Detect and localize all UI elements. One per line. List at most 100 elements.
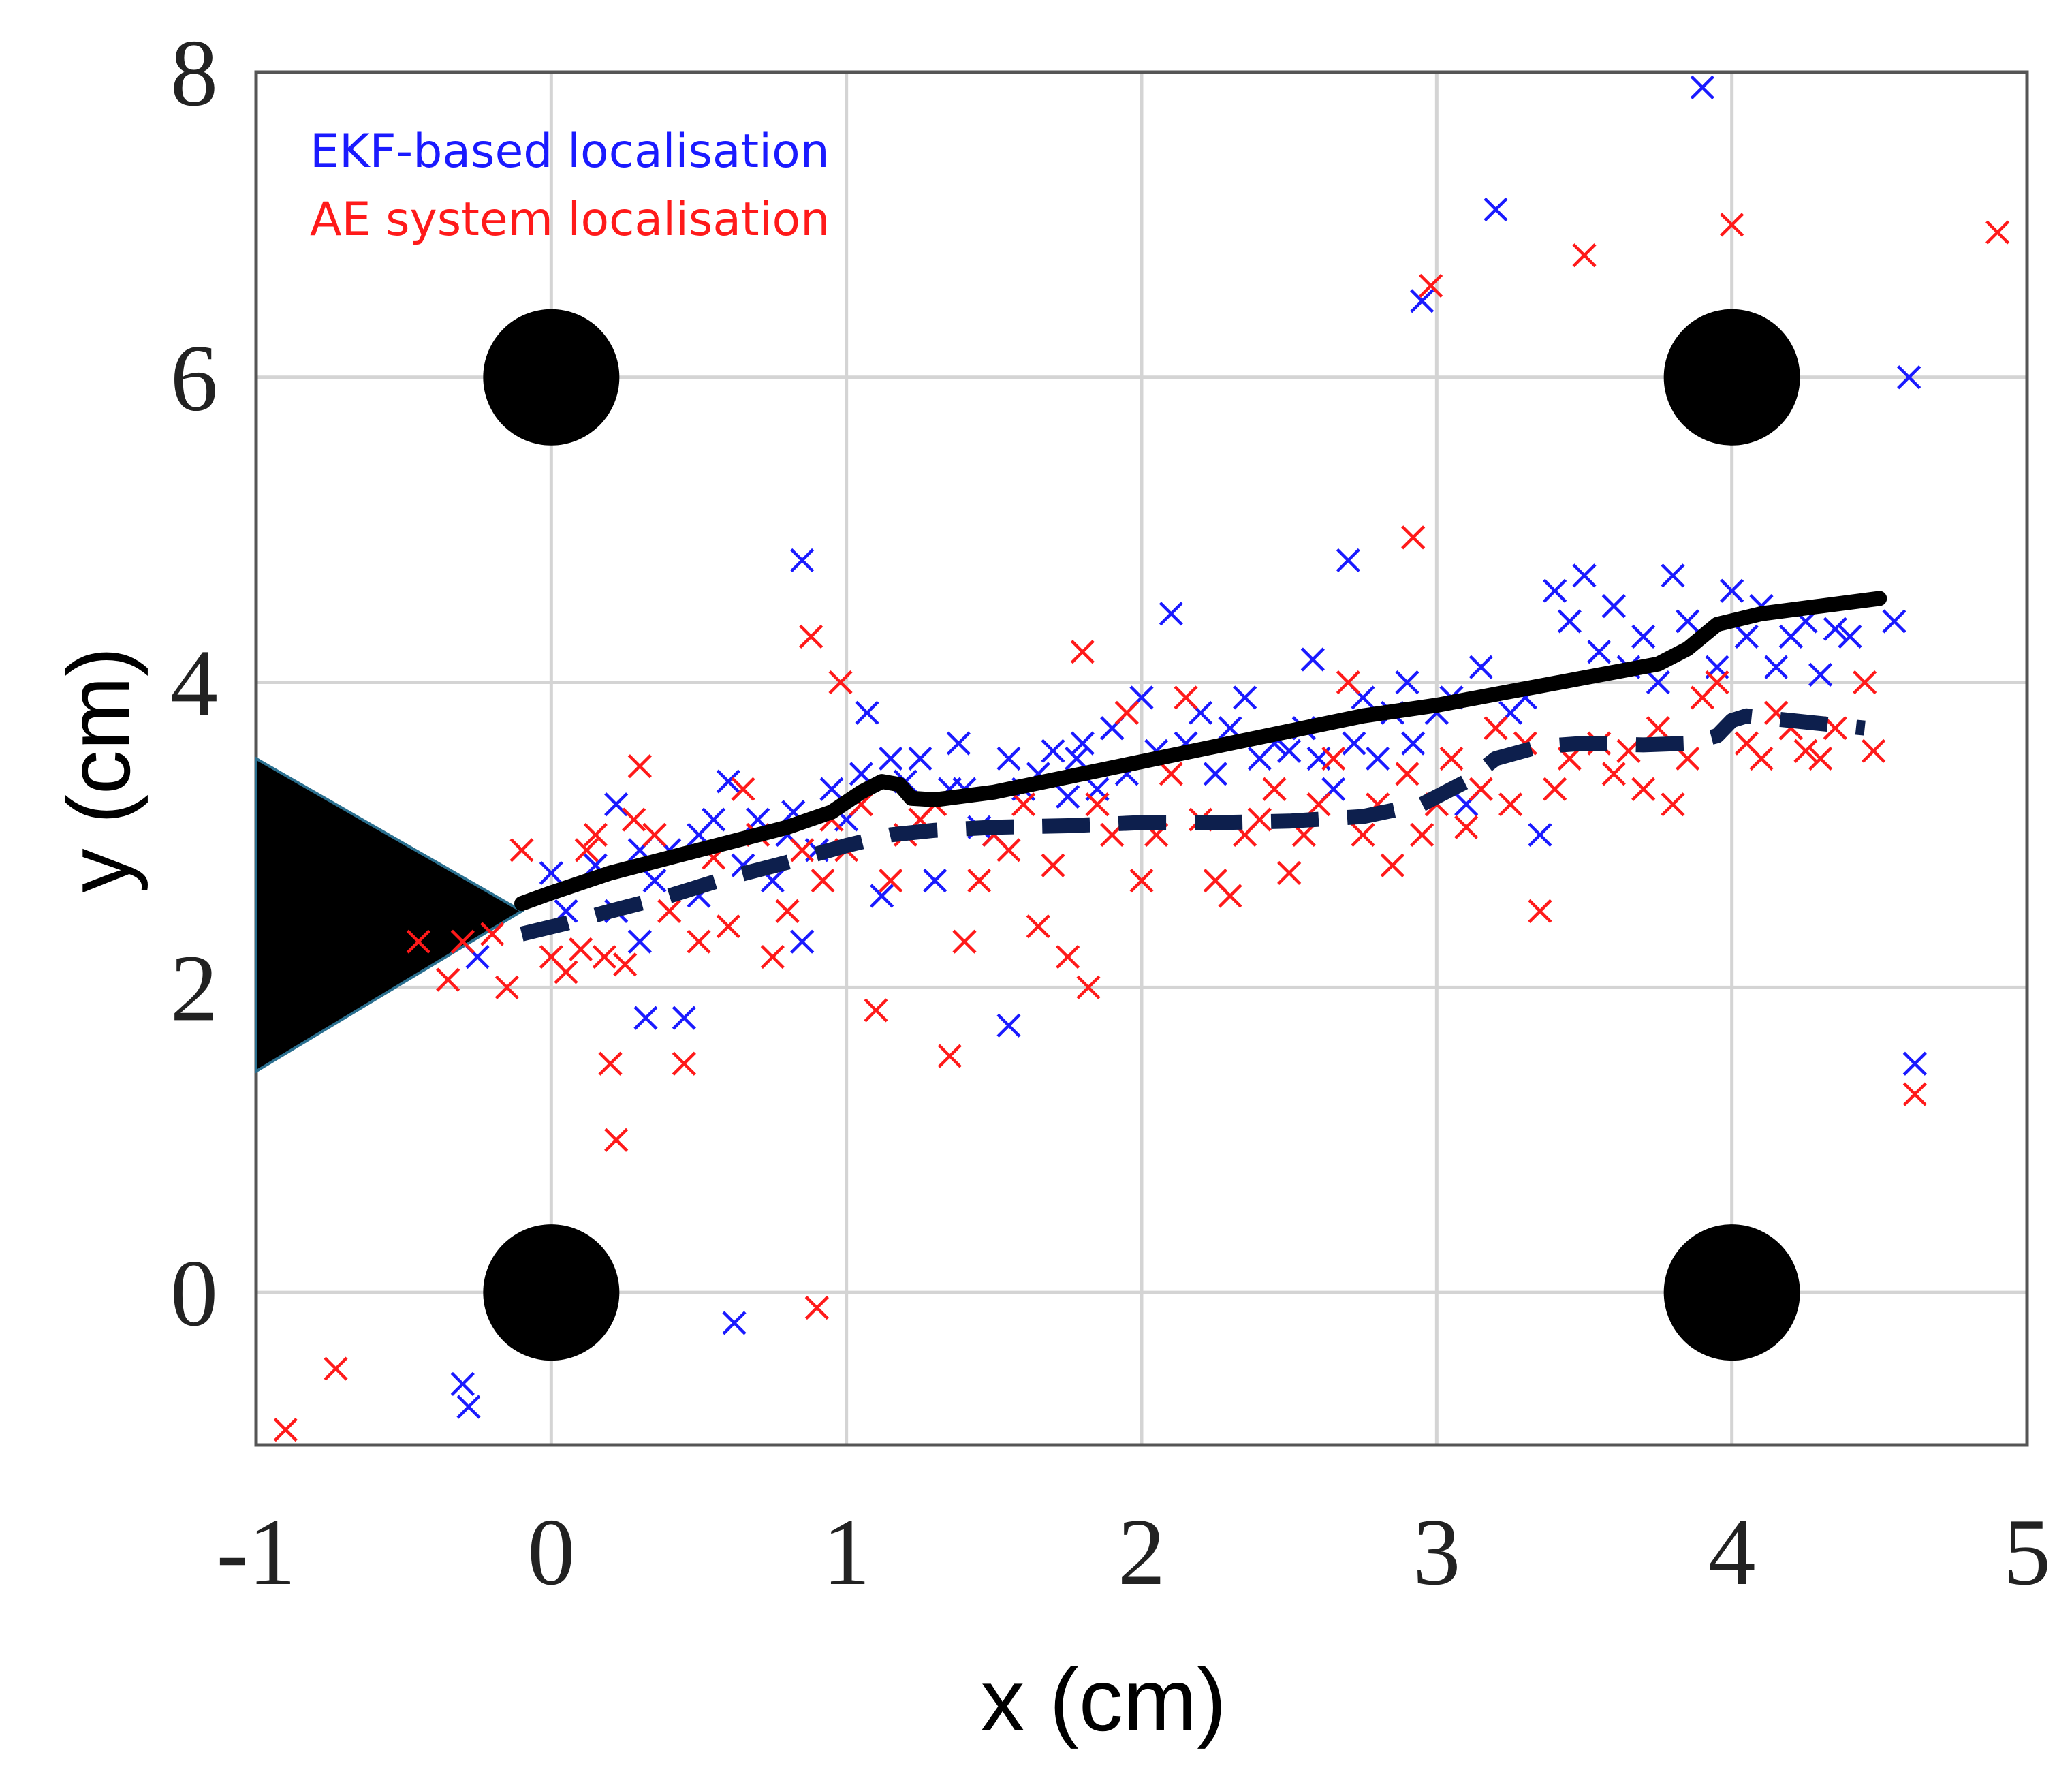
ae-marker (574, 838, 599, 862)
ae-marker (672, 1051, 696, 1076)
ekf-marker (1065, 746, 1089, 771)
ekf-marker (908, 746, 932, 771)
ae-marker (967, 869, 992, 893)
ae-marker (1631, 777, 1656, 801)
ekf-marker (1342, 731, 1366, 756)
ekf-marker (1646, 670, 1670, 695)
ae-marker (1277, 860, 1302, 886)
ae-marker (569, 937, 593, 961)
ae-marker (1902, 1082, 1927, 1106)
x-axis-label: x (cm) (981, 1650, 1227, 1750)
ae-marker (436, 967, 460, 992)
ae-marker (716, 914, 740, 939)
ae-marker (1401, 525, 1426, 550)
ekf-marker (996, 746, 1021, 771)
y-tick-label: 4 (170, 631, 218, 736)
ae-marker (775, 899, 800, 923)
ae-marker (642, 822, 667, 848)
ae-marker (1572, 243, 1597, 268)
ae-marker (1410, 822, 1434, 848)
ae-marker (592, 944, 616, 969)
ekf-marker (1823, 617, 1847, 641)
ekf-marker (1676, 609, 1700, 634)
ekf-marker (1764, 655, 1789, 679)
legend-entry-ae: AE system localisation (310, 193, 830, 247)
x-tick-label: 5 (2003, 1499, 2051, 1605)
ae-marker (627, 754, 652, 779)
ekf-marker (633, 1006, 658, 1030)
ekf-marker (1041, 739, 1065, 763)
ae-marker (1174, 685, 1198, 710)
ae-marker (811, 869, 835, 893)
ae-marker (1808, 746, 1833, 771)
ae-marker (1793, 739, 1818, 763)
ekf-marker (1277, 739, 1302, 763)
y-tick-label: 2 (170, 935, 218, 1041)
ae-marker (598, 1051, 623, 1076)
ekf-marker (879, 746, 903, 771)
ae-marker (450, 929, 475, 954)
ekf-marker (1336, 548, 1360, 573)
ekf-marker (1661, 563, 1685, 588)
ekf-marker (627, 929, 652, 954)
ae-marker (1498, 792, 1523, 817)
ekf-marker (1543, 578, 1567, 603)
ae-marker (1218, 884, 1242, 908)
legend: EKF-based localisation AE system localis… (310, 125, 830, 247)
ekf-marker (672, 1006, 696, 1030)
ekf-marker (1572, 563, 1597, 588)
ae-marker (1705, 670, 1729, 695)
ekf-marker (1838, 624, 1862, 649)
x-tick-label: 1 (823, 1499, 870, 1605)
ekf-marker (996, 1013, 1021, 1038)
ae-marker (509, 838, 534, 862)
ekf-marker (1366, 746, 1390, 771)
sensor-marker (483, 1224, 620, 1361)
ekf-marker (1203, 762, 1227, 786)
ekf-marker (1690, 75, 1714, 99)
ae-marker (952, 929, 977, 954)
ae-marker (1336, 670, 1360, 695)
ae-marker (828, 670, 853, 695)
ekf-marker (1484, 197, 1508, 222)
ae-marker (804, 1295, 829, 1320)
ae-marker (1306, 792, 1331, 817)
ekf-marker (1159, 602, 1183, 626)
x-tick-label: 0 (527, 1499, 575, 1605)
ae-marker (1439, 746, 1464, 771)
ae-marker (1646, 716, 1670, 741)
ae-marker (1661, 792, 1685, 817)
ae-marker (1351, 822, 1375, 848)
ekf-marker (450, 1371, 475, 1397)
ekf-marker (1469, 655, 1493, 679)
ekf-marker (1410, 289, 1434, 313)
ekf-marker (1233, 685, 1257, 710)
ae-marker (406, 929, 430, 954)
ekf-marker (790, 548, 815, 573)
ae-marker (324, 1356, 348, 1381)
ae-marker (1070, 640, 1095, 664)
ekf-marker (870, 884, 894, 908)
ekf-marker (1720, 578, 1744, 603)
sensor-marker (1663, 1224, 1800, 1361)
ae-marker (1720, 213, 1744, 237)
ekf-marker (1528, 822, 1552, 848)
ekf-marker (716, 769, 740, 794)
ae-marker (687, 929, 711, 954)
ae-marker (480, 922, 505, 946)
ekf-marker (946, 731, 971, 756)
ae-marker (1528, 899, 1552, 923)
ae-marker (613, 952, 638, 977)
ae-marker (1159, 762, 1183, 786)
ae-marker (1601, 762, 1626, 786)
ae-marker (1076, 975, 1101, 999)
x-tick-label: 4 (1708, 1499, 1756, 1605)
ae-marker (1484, 716, 1508, 741)
ekf-marker (1601, 594, 1626, 619)
y-axis-label: y (cm) (49, 647, 148, 893)
ae-marker (1247, 807, 1272, 832)
ae-marker (1395, 762, 1419, 786)
ae-marker (1985, 220, 2010, 245)
y-tick-label: 6 (170, 326, 218, 431)
ae-marker (790, 838, 815, 862)
